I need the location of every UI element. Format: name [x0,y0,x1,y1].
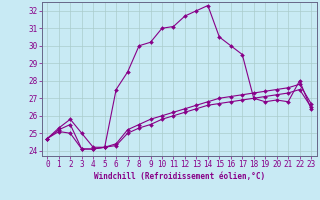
X-axis label: Windchill (Refroidissement éolien,°C): Windchill (Refroidissement éolien,°C) [94,172,265,181]
